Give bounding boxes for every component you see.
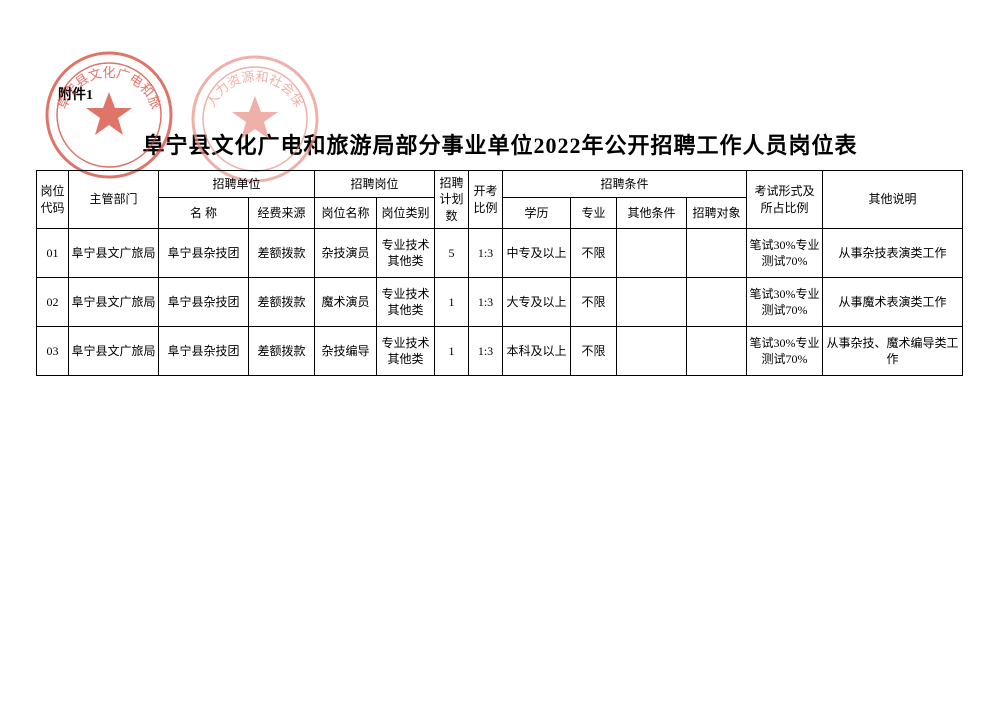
th-note: 其他说明 bbox=[823, 171, 963, 229]
cell-unit: 阜宁县杂技团 bbox=[159, 278, 249, 327]
cell-code: 01 bbox=[37, 229, 69, 278]
th-dept: 主管部门 bbox=[69, 171, 159, 229]
cell-dept: 阜宁县文广旅局 bbox=[69, 278, 159, 327]
official-seal-1: 阜宁县文化广电和旅 bbox=[44, 50, 174, 180]
cell-note: 从事魔术表演类工作 bbox=[823, 278, 963, 327]
cell-fund: 差额拨款 bbox=[249, 278, 315, 327]
cell-plan: 5 bbox=[435, 229, 469, 278]
cell-code: 02 bbox=[37, 278, 69, 327]
cell-fund: 差额拨款 bbox=[249, 327, 315, 376]
th-post-group: 招聘岗位 bbox=[315, 171, 435, 198]
th-code: 岗位代码 bbox=[37, 171, 69, 229]
th-cond-group: 招聘条件 bbox=[503, 171, 747, 198]
cell-target bbox=[687, 229, 747, 278]
th-edu: 学历 bbox=[503, 198, 571, 229]
official-seal-2: 人力资源和社会保 bbox=[190, 54, 320, 184]
th-job-name: 岗位名称 bbox=[315, 198, 377, 229]
table-row: 02阜宁县文广旅局阜宁县杂技团差额拨款魔术演员专业技术其他类11:3大专及以上不… bbox=[37, 278, 963, 327]
cell-exam: 笔试30%专业测试70% bbox=[747, 327, 823, 376]
cell-job_type: 专业技术其他类 bbox=[377, 327, 435, 376]
cell-note: 从事杂技表演类工作 bbox=[823, 229, 963, 278]
th-other: 其他条件 bbox=[617, 198, 687, 229]
cell-edu: 中专及以上 bbox=[503, 229, 571, 278]
th-plan: 招聘计划数 bbox=[435, 171, 469, 229]
th-major: 专业 bbox=[571, 198, 617, 229]
cell-major: 不限 bbox=[571, 278, 617, 327]
cell-job_name: 杂技编导 bbox=[315, 327, 377, 376]
th-job-type: 岗位类别 bbox=[377, 198, 435, 229]
cell-other bbox=[617, 278, 687, 327]
th-ratio: 开考比例 bbox=[469, 171, 503, 229]
cell-job_name: 魔术演员 bbox=[315, 278, 377, 327]
cell-ratio: 1:3 bbox=[469, 278, 503, 327]
cell-unit: 阜宁县杂技团 bbox=[159, 327, 249, 376]
cell-exam: 笔试30%专业测试70% bbox=[747, 229, 823, 278]
cell-target bbox=[687, 327, 747, 376]
svg-text:人力资源和社会保: 人力资源和社会保 bbox=[203, 69, 307, 110]
cell-major: 不限 bbox=[571, 327, 617, 376]
cell-other bbox=[617, 229, 687, 278]
th-fund: 经费来源 bbox=[249, 198, 315, 229]
th-exam: 考试形式及所占比例 bbox=[747, 171, 823, 229]
cell-edu: 大专及以上 bbox=[503, 278, 571, 327]
cell-note: 从事杂技、魔术编导类工作 bbox=[823, 327, 963, 376]
jobs-table: 岗位代码 主管部门 招聘单位 招聘岗位 招聘计划数 开考比例 招聘条件 考试形式… bbox=[36, 170, 963, 376]
cell-plan: 1 bbox=[435, 327, 469, 376]
cell-exam: 笔试30%专业测试70% bbox=[747, 278, 823, 327]
page-title: 阜宁县文化广电和旅游局部分事业单位2022年公开招聘工作人员岗位表 bbox=[0, 128, 1000, 160]
cell-target bbox=[687, 278, 747, 327]
cell-fund: 差额拨款 bbox=[249, 229, 315, 278]
cell-unit: 阜宁县杂技团 bbox=[159, 229, 249, 278]
th-target: 招聘对象 bbox=[687, 198, 747, 229]
cell-edu: 本科及以上 bbox=[503, 327, 571, 376]
cell-other bbox=[617, 327, 687, 376]
table-row: 03阜宁县文广旅局阜宁县杂技团差额拨款杂技编导专业技术其他类11:3本科及以上不… bbox=[37, 327, 963, 376]
table-row: 01阜宁县文广旅局阜宁县杂技团差额拨款杂技演员专业技术其他类51:3中专及以上不… bbox=[37, 229, 963, 278]
cell-job_type: 专业技术其他类 bbox=[377, 229, 435, 278]
cell-dept: 阜宁县文广旅局 bbox=[69, 229, 159, 278]
cell-plan: 1 bbox=[435, 278, 469, 327]
cell-ratio: 1:3 bbox=[469, 327, 503, 376]
cell-job_name: 杂技演员 bbox=[315, 229, 377, 278]
th-unit-group: 招聘单位 bbox=[159, 171, 315, 198]
cell-major: 不限 bbox=[571, 229, 617, 278]
cell-dept: 阜宁县文广旅局 bbox=[69, 327, 159, 376]
attachment-label: 附件1 bbox=[58, 84, 93, 104]
cell-code: 03 bbox=[37, 327, 69, 376]
cell-job_type: 专业技术其他类 bbox=[377, 278, 435, 327]
cell-ratio: 1:3 bbox=[469, 229, 503, 278]
th-unit-name: 名 称 bbox=[159, 198, 249, 229]
